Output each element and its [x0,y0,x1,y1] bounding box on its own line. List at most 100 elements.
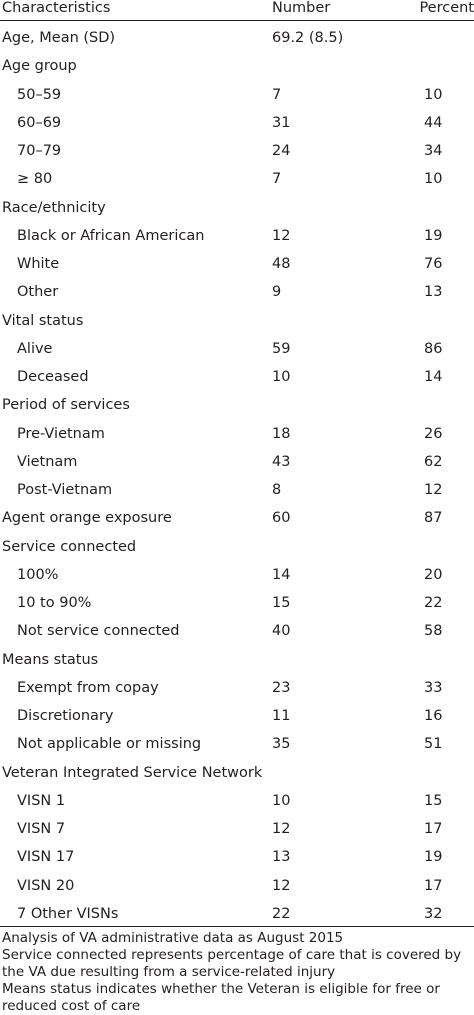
row-number: 12 [272,821,291,837]
row-percent: 26 [424,425,443,442]
row-percent: 14 [424,369,443,385]
row-label: Vietnam [17,453,78,470]
row-percent: 15 [424,792,443,809]
row-number: 7 [272,86,282,103]
row-number: 23 [272,679,291,696]
row-percent: 86 [424,340,443,357]
row-label: Black or African American [17,227,205,244]
row-number: 31 [272,114,291,131]
row-percent: 76 [424,256,443,272]
table-row: Veteran Integrated Service Network [0,759,474,787]
table-row: Deceased 10 14 [0,363,474,391]
row-label: Veteran Integrated Service Network [2,764,263,781]
table-row: 7 Other VISNs 22 32 [0,900,474,928]
table-row: VISN 17 13 19 [0,843,474,871]
row-number: 15 [272,595,291,611]
table-row: Age, Mean (SD) 69.2 (8.5) [0,24,474,52]
table-row: Exempt from copay 23 33 [0,674,474,702]
table-row: 70–79 24 34 [0,137,474,165]
bottom-rule [0,926,474,927]
row-label: VISN 20 [17,877,75,894]
row-number: 48 [272,256,291,272]
row-number: 7 [272,171,282,188]
row-number: 59 [272,340,291,357]
table-row: Race/ethnicity [0,194,474,222]
row-percent: 34 [424,143,443,159]
row-number: 22 [272,905,291,922]
row-label: Service connected [2,538,137,555]
row-number: 10 [272,369,291,385]
table-row: White 48 76 [0,250,474,278]
row-percent: 87 [424,510,443,527]
row-number: 11 [272,708,291,724]
table-row: 50–59 7 10 [0,81,474,109]
row-label: 50–59 [17,86,62,103]
footnote: Means status indicates whether the Veter… [2,981,440,1014]
header-number: Number [272,0,331,16]
row-label: 10 to 90% [17,595,92,611]
row-percent: 62 [424,453,443,470]
row-percent: 10 [424,86,443,103]
row-number: 13 [272,849,291,866]
row-number: 12 [272,227,291,244]
row-number: 60 [272,510,291,527]
table-footnotes: Analysis of VA administrative data as Au… [2,930,472,1015]
row-percent: 32 [424,905,443,922]
table-row: VISN 1 10 15 [0,787,474,815]
table-row: Post-Vietnam 8 12 [0,476,474,504]
row-number: 43 [272,453,291,470]
row-number: 18 [272,425,291,442]
row-percent: 17 [424,877,443,894]
row-label: 70–79 [17,143,62,159]
row-percent: 10 [424,171,443,188]
row-percent: 19 [424,849,443,866]
row-percent: 13 [424,284,443,301]
row-label: Deceased [17,369,89,385]
row-number: 35 [272,736,291,753]
table-row: Alive 59 86 [0,335,474,363]
table-row: Not service connected 40 58 [0,617,474,645]
table-row: Vital status [0,307,474,335]
row-percent: 58 [424,623,443,640]
row-label: 60–69 [17,114,62,131]
table-row: Not applicable or missing 35 51 [0,730,474,758]
table-row: VISN 7 12 17 [0,815,474,843]
table-row: Age group [0,52,474,80]
row-label: Vital status [2,312,84,329]
table-row: 100% 14 20 [0,561,474,589]
table-row: Other 9 13 [0,278,474,306]
row-percent: 33 [424,679,443,696]
row-percent: 20 [424,566,443,583]
footnote: Analysis of VA administrative data as Au… [2,930,344,946]
header-rule [0,20,474,21]
table-row: ≥ 80 7 10 [0,165,474,193]
row-number: 40 [272,623,291,640]
row-label: Race/ethnicity [2,199,106,216]
table-header: Characteristics Number Percent [0,0,474,22]
row-number: 10 [272,792,291,809]
row-label: Exempt from copay [17,679,159,696]
row-number: 69.2 (8.5) [272,30,344,46]
table-row: Period of services [0,391,474,419]
table-row: 60–69 31 44 [0,109,474,137]
row-number: 9 [272,284,282,301]
row-label: 100% [17,566,59,583]
row-label: White [17,256,60,272]
row-label: Period of services [2,397,130,414]
table-row: Pre-Vietnam 18 26 [0,420,474,448]
row-percent: 51 [424,736,443,753]
row-percent: 22 [424,595,443,611]
row-number: 8 [272,482,282,498]
row-label: Agent orange exposure [2,510,172,527]
row-label: Means status [2,651,99,668]
row-label: Alive [17,340,53,357]
row-label: Age group [2,58,77,75]
row-label: Not service connected [17,623,180,640]
table-row: Means status [0,646,474,674]
row-number: 24 [272,143,291,159]
table-row: Agent orange exposure 60 87 [0,504,474,532]
table-row: Vietnam 43 62 [0,448,474,476]
row-label: ≥ 80 [17,171,53,188]
row-number: 14 [272,566,291,583]
row-label: Pre-Vietnam [17,425,105,442]
